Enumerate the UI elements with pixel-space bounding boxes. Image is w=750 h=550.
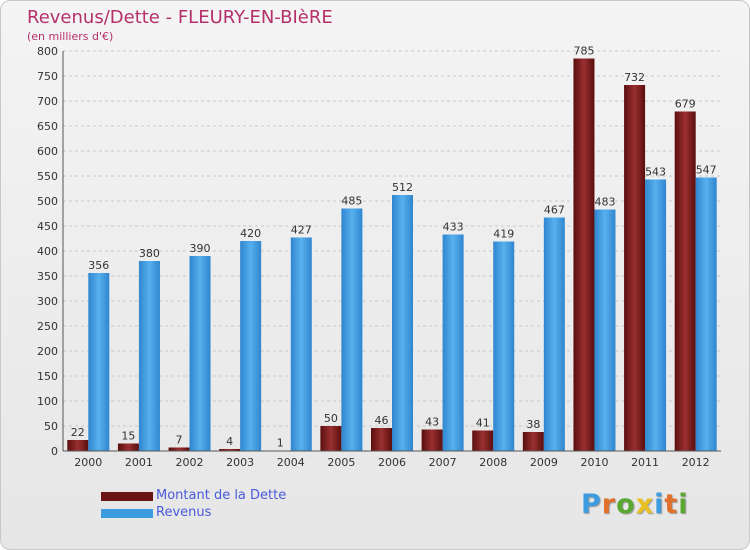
data-label: 483 (594, 196, 615, 209)
y-tick-label: 450 (37, 220, 58, 233)
y-tick-label: 200 (37, 345, 58, 358)
y-tick-label: 800 (37, 45, 58, 58)
logo-letter: t (664, 489, 679, 520)
x-tick-label: 2009 (530, 456, 558, 469)
data-label: 390 (190, 242, 211, 255)
revenus-bar (240, 241, 262, 451)
logo-letter: o (616, 489, 636, 520)
data-label: 38 (526, 418, 540, 431)
y-tick-label: 150 (37, 370, 58, 383)
data-label: 485 (341, 195, 362, 208)
logo-letter: i (678, 489, 689, 520)
y-tick-label: 0 (51, 445, 58, 458)
chart-title: Revenus/Dette - FLEURY-EN-BIèRE (27, 7, 333, 28)
data-label: 50 (324, 412, 338, 425)
data-label: 419 (493, 228, 514, 241)
logo-letter: i (654, 489, 665, 520)
legend-swatch-revenus (101, 509, 153, 518)
x-tick-label: 2002 (176, 456, 204, 469)
y-tick-label: 250 (37, 320, 58, 333)
x-tick-label: 2010 (580, 456, 608, 469)
y-tick-label: 100 (37, 395, 58, 408)
y-tick-label: 550 (37, 170, 58, 183)
y-tick-label: 300 (37, 295, 58, 308)
data-label: 1 (277, 437, 284, 450)
revenus-bar (189, 256, 211, 451)
data-label: 15 (121, 430, 135, 443)
revenus-bar (594, 209, 616, 451)
debt-bar (573, 58, 595, 451)
data-label: 356 (88, 259, 109, 272)
data-label: 467 (544, 204, 565, 217)
x-tick-label: 2006 (378, 456, 406, 469)
revenus-bar (645, 179, 667, 451)
data-label: 547 (696, 164, 717, 177)
data-label: 46 (375, 414, 389, 427)
revenus-bar (392, 195, 413, 451)
data-label: 785 (573, 45, 594, 58)
legend-label-revenus: Revenus (156, 505, 212, 520)
y-tick-label: 350 (37, 270, 58, 283)
y-tick-label: 50 (44, 420, 58, 433)
data-label: 380 (139, 247, 160, 260)
debt-bar (624, 85, 646, 451)
revenus-bar (543, 217, 565, 451)
x-tick-label: 2000 (74, 456, 102, 469)
revenus-bar (493, 241, 515, 451)
x-tick-label: 2003 (226, 456, 254, 469)
x-tick-label: 2012 (682, 456, 710, 469)
y-tick-label: 750 (37, 70, 58, 83)
revenus-bar (88, 273, 110, 451)
x-tick-label: 2001 (125, 456, 153, 469)
legend-swatch-debt (101, 492, 153, 501)
x-tick-label: 2011 (631, 456, 659, 469)
y-tick-label: 700 (37, 95, 58, 108)
proxiti-logo: Proxiti (581, 489, 689, 520)
debt-bar (67, 440, 89, 451)
debt-bar (371, 428, 392, 451)
data-label: 43 (425, 416, 439, 429)
y-tick-label: 600 (37, 145, 58, 158)
revenus-bar (695, 177, 717, 451)
logo-letter: r (601, 489, 617, 520)
y-tick-label: 650 (37, 120, 58, 133)
data-label: 41 (476, 417, 490, 430)
logo-letter: x (635, 489, 655, 520)
debt-bar (522, 432, 544, 451)
x-tick-label: 2004 (277, 456, 305, 469)
debt-bar (421, 429, 443, 451)
data-label: 420 (240, 227, 261, 240)
axes: 0501001502002503003504004505005506006507… (37, 45, 721, 469)
data-label: 4 (226, 435, 233, 448)
revenus-bar (290, 237, 312, 451)
logo-letter: P (581, 489, 602, 520)
debt-bar (168, 447, 190, 451)
revenus-bar (138, 261, 160, 451)
debt-bar (117, 443, 139, 451)
revenus-bar (442, 234, 464, 451)
chart-subtitle: (en milliers d'€) (27, 30, 114, 43)
data-label: 427 (291, 224, 312, 237)
data-label: 543 (645, 166, 666, 179)
data-label: 433 (443, 221, 464, 234)
debt-bar (674, 111, 696, 451)
legend-label-debt: Montant de la Dette (156, 488, 287, 503)
x-tick-label: 2008 (479, 456, 507, 469)
bars: 22 356 15 380 7 390 4 420 1 427 50 485 46 512 43 433 41 4… (67, 45, 717, 451)
data-label: 679 (675, 98, 696, 111)
debt-bar (472, 430, 494, 451)
y-tick-label: 400 (37, 245, 58, 258)
x-tick-label: 2007 (429, 456, 457, 469)
debt-bar (219, 449, 241, 451)
data-label: 22 (71, 426, 85, 439)
revenus-bar (341, 208, 363, 451)
y-tick-label: 500 (37, 195, 58, 208)
data-label: 732 (624, 71, 645, 84)
data-label: 7 (176, 434, 183, 447)
data-label: 512 (392, 181, 413, 194)
debt-bar (320, 426, 342, 451)
x-tick-label: 2005 (327, 456, 355, 469)
